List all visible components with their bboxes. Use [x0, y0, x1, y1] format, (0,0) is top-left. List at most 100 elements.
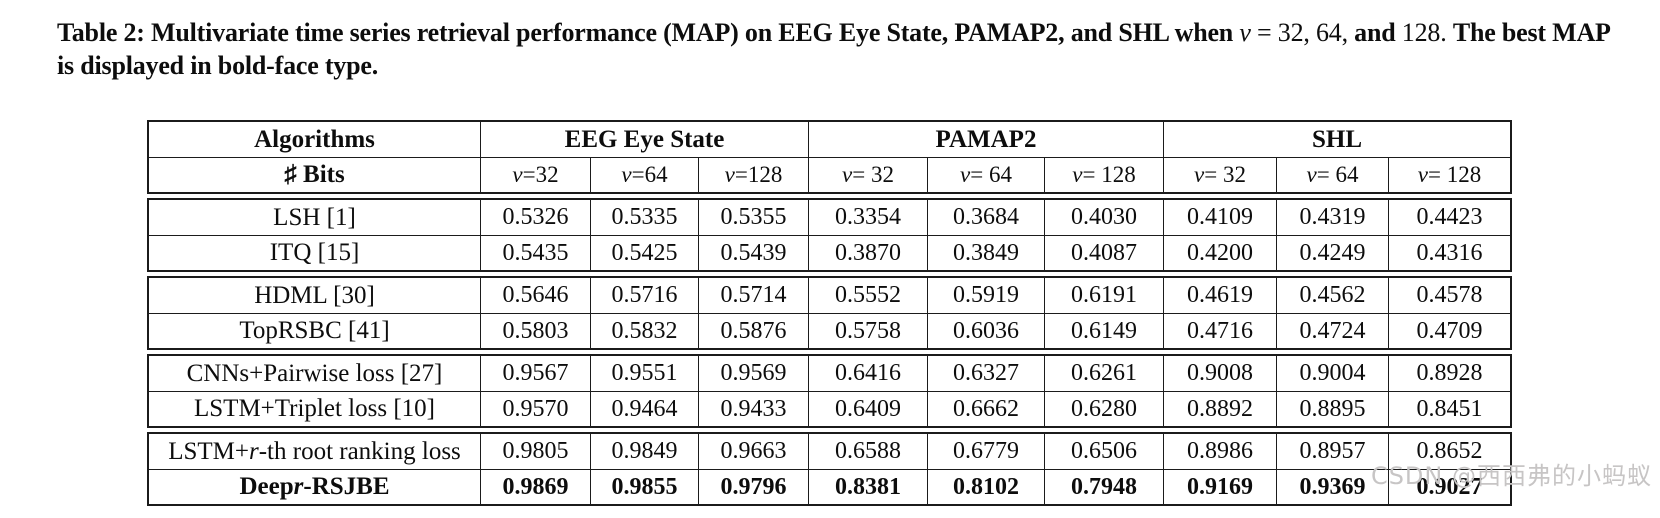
map-value-cell: 0.9464: [590, 391, 698, 426]
caption-segment: = 32, 64,: [1250, 18, 1355, 47]
map-value-cell: 0.9796: [698, 469, 808, 504]
bits-column-header-cell: v = 64: [1276, 157, 1388, 192]
map-value-cell: 0.5714: [698, 278, 808, 313]
text-run: =128: [734, 162, 783, 187]
text-run: = 128: [1427, 162, 1482, 187]
text-run: = 64: [1316, 162, 1359, 187]
text-run: LSTM+: [168, 437, 249, 465]
map-value-cell: 0.9027: [1388, 469, 1510, 504]
map-value-cell: 0.5335: [590, 200, 698, 235]
map-value-cell: 0.6327: [927, 356, 1044, 391]
text-run: = 64: [970, 162, 1012, 187]
map-value-cell: 0.4709: [1388, 313, 1510, 348]
text-run: Deep: [239, 473, 294, 500]
text-run: LSH [1]: [273, 203, 356, 231]
map-value-cell: 0.9663: [698, 434, 808, 469]
bits-column-header-cell: v = 128: [1388, 157, 1510, 192]
var-v: v: [960, 162, 971, 187]
var-v: v: [1417, 162, 1428, 187]
map-value-cell: 0.9369: [1276, 469, 1388, 504]
algorithm-name-cell: Deep r -RSJBE: [149, 469, 480, 504]
bits-column-header-cell: v =64: [590, 157, 698, 192]
map-value-cell: 0.5876: [698, 313, 808, 348]
algorithms-header-cell: Algorithms: [254, 125, 375, 153]
map-value-cell: 0.9004: [1276, 356, 1388, 391]
text-run: = 32: [1204, 162, 1246, 187]
csdn-watermark: CSDN @西西弗的小蚂蚁: [1370, 462, 1652, 490]
map-value-cell: 0.9008: [1163, 356, 1276, 391]
map-value-cell: 0.4109: [1163, 200, 1276, 235]
dataset-header-cell: SHL: [1163, 122, 1510, 157]
map-value-cell: 0.9805: [480, 434, 590, 469]
map-value-cell: 0.4716: [1163, 313, 1276, 348]
text-run: CNNs+Pairwise loss [27]: [186, 359, 443, 387]
map-value-cell: 0.4562: [1276, 278, 1388, 313]
bits-column-header-cell: v = 128: [1044, 157, 1163, 192]
var-v: v: [1072, 162, 1083, 187]
map-value-cell: 0.6149: [1044, 313, 1163, 348]
var-v: v: [621, 162, 632, 187]
bits-column-header-cell: v = 32: [1163, 157, 1276, 192]
algorithm-name-cell: ITQ [15]: [149, 235, 480, 270]
bits-column-header-cell: v =128: [698, 157, 808, 192]
table-header-section: Algorithms EEG Eye State PAMAP2 SHL ♯ Bits v …: [147, 120, 1512, 194]
map-value-cell: 0.5832: [590, 313, 698, 348]
map-value-cell: 0.9570: [480, 391, 590, 426]
map-value-cell: 0.4087: [1044, 235, 1163, 270]
map-value-cell: 0.7948: [1044, 469, 1163, 504]
map-value-cell: 0.6280: [1044, 391, 1163, 426]
text-run: = 128: [1082, 162, 1136, 187]
map-value-cell: 0.9433: [698, 391, 808, 426]
map-value-cell: 0.4423: [1388, 200, 1510, 235]
caption-segment: Table 2: Multivariate time series retrie…: [57, 18, 1240, 47]
algorithm-name-cell: TopRSBC [41]: [149, 313, 480, 348]
map-value-cell: 0.8892: [1163, 391, 1276, 426]
map-value-cell: 0.8986: [1163, 434, 1276, 469]
map-value-cell: 0.9869: [480, 469, 590, 504]
map-value-cell: 0.8102: [927, 469, 1044, 504]
algorithm-name-cell: LSTM+ r -th root ranking loss: [149, 434, 480, 469]
map-value-cell: 0.6662: [927, 391, 1044, 426]
map-value-cell: 0.4316: [1388, 235, 1510, 270]
dataset-header-cell: PAMAP2: [808, 122, 1163, 157]
map-value-cell: 0.8381: [808, 469, 927, 504]
text-run: = 32: [852, 162, 894, 187]
map-value-cell: 0.6261: [1044, 356, 1163, 391]
map-value-cell: 0.8451: [1388, 391, 1510, 426]
map-value-cell: 0.5326: [480, 200, 590, 235]
map-value-cell: 0.6409: [808, 391, 927, 426]
map-value-cell: 0.3684: [927, 200, 1044, 235]
text-run: LSTM+Triplet loss [10]: [194, 395, 435, 422]
map-value-cell: 0.6506: [1044, 434, 1163, 469]
bits-column-header-cell: v =32: [480, 157, 590, 192]
text-run: =64: [631, 162, 668, 187]
map-value-cell: 0.5435: [480, 235, 590, 270]
map-value-cell: 0.5439: [698, 235, 808, 270]
map-value-cell: 0.5355: [698, 200, 808, 235]
results-table: Algorithms EEG Eye State PAMAP2 SHL ♯ Bits v …: [147, 120, 1512, 510]
algorithm-name-cell: HDML [30]: [149, 278, 480, 313]
map-value-cell: 0.4030: [1044, 200, 1163, 235]
map-value-cell: 0.6036: [927, 313, 1044, 348]
map-value-cell: 0.5716: [590, 278, 698, 313]
map-value-cell: 0.6779: [927, 434, 1044, 469]
map-value-cell: 0.5758: [808, 313, 927, 348]
text-run: HDML [30]: [254, 281, 375, 309]
table-body-section: HDML [30] 0.5646 0.5716 0.5714 0.5552 0.5919 0…: [147, 276, 1512, 350]
map-value-cell: 0.9169: [1163, 469, 1276, 504]
map-value-cell: 0.9569: [698, 356, 808, 391]
text-run: ITQ [15]: [269, 239, 360, 266]
map-value-cell: 0.5552: [808, 278, 927, 313]
map-value-cell: 0.4200: [1163, 235, 1276, 270]
algorithm-name-cell: LSH [1]: [149, 200, 480, 235]
map-value-cell: 0.6588: [808, 434, 927, 469]
map-value-cell: 0.4578: [1388, 278, 1510, 313]
map-value-cell: 0.5425: [590, 235, 698, 270]
map-value-cell: 0.9551: [590, 356, 698, 391]
algorithm-name-cell: LSTM+Triplet loss [10]: [149, 391, 480, 426]
map-value-cell: 0.3354: [808, 200, 927, 235]
map-value-cell: 0.5919: [927, 278, 1044, 313]
bits-column-header-cell: v = 64: [927, 157, 1044, 192]
caption-segment: and: [1354, 18, 1402, 47]
